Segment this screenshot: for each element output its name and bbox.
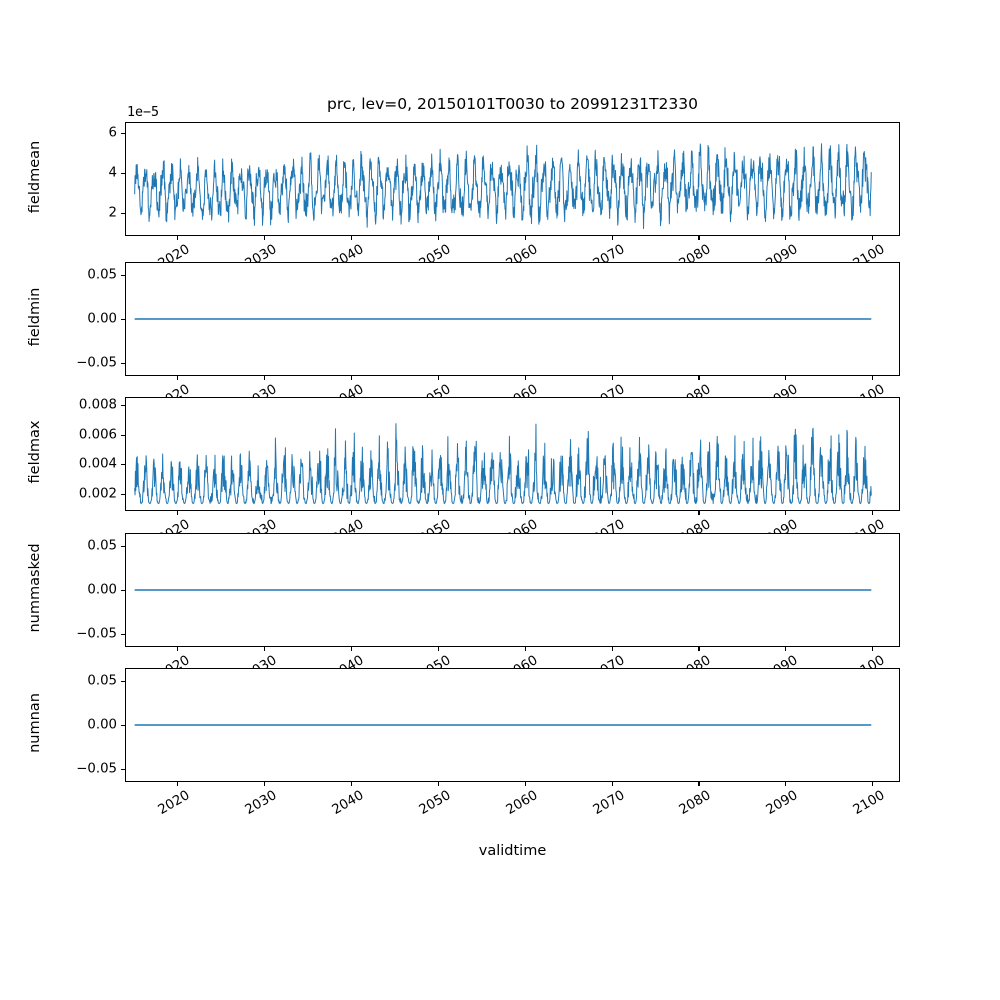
xtick-mark-fieldmean-0 — [177, 236, 179, 240]
figure-title: prc, lev=0, 20150101T0030 to 20991231T23… — [327, 95, 698, 113]
ytick-mark-fieldmax-1 — [121, 464, 125, 466]
xtick-mark-nummasked-0 — [177, 647, 179, 651]
series-fieldmean — [134, 143, 872, 230]
xtick-mark-fieldmin-4 — [524, 376, 526, 380]
ytick-mark-fieldmean-0 — [121, 213, 125, 215]
xtick-mark-numnan-3 — [437, 782, 439, 786]
xtick-mark-nummasked-5 — [611, 647, 613, 651]
ytick-mark-nummasked-2 — [121, 546, 125, 548]
xtick-mark-fieldmax-5 — [611, 511, 613, 515]
xtick-mark-fieldmax-1 — [264, 511, 266, 515]
plot-area-fieldmean — [125, 122, 900, 236]
ytick-mark-numnan-0 — [121, 768, 125, 770]
y-axis-label-numnan: numnan — [27, 693, 43, 753]
ytick-mark-fieldmin-1 — [121, 319, 125, 321]
y-axis-label-fieldmax: fieldmax — [27, 420, 43, 484]
xtick-mark-fieldmax-7 — [785, 511, 787, 515]
xtick-mark-fieldmin-5 — [611, 376, 613, 380]
series-nummasked — [134, 589, 872, 591]
plot-area-numnan — [125, 668, 900, 782]
xtick-mark-nummasked-8 — [872, 647, 874, 651]
xtick-mark-fieldmin-7 — [785, 376, 787, 380]
ytick-mark-numnan-1 — [121, 725, 125, 727]
xtick-mark-nummasked-1 — [264, 647, 266, 651]
ytick-label-nummasked-1: 0.00 — [87, 582, 117, 598]
ytick-label-fieldmax-2: 0.006 — [78, 427, 117, 443]
ytick-label-fieldmax-1: 0.004 — [78, 456, 117, 472]
xtick-mark-fieldmax-4 — [524, 511, 526, 515]
ytick-label-fieldmax-3: 0.008 — [78, 397, 117, 413]
xtick-mark-fieldmax-6 — [698, 511, 700, 515]
xtick-mark-numnan-5 — [611, 782, 613, 786]
ytick-label-numnan-2: 0.05 — [87, 673, 117, 689]
ytick-label-fieldmin-0: −0.05 — [76, 355, 117, 371]
plot-area-nummasked — [125, 533, 900, 647]
xtick-mark-fieldmean-6 — [698, 236, 700, 240]
ytick-label-nummasked-2: 0.05 — [87, 538, 117, 554]
ytick-label-fieldmean-0: 2 — [108, 205, 117, 221]
xtick-mark-numnan-6 — [698, 782, 700, 786]
y-axis-label-fieldmin: fieldmin — [27, 287, 43, 347]
xtick-mark-numnan-0 — [177, 782, 179, 786]
ytick-label-numnan-1: 0.00 — [87, 717, 117, 733]
xtick-mark-fieldmean-2 — [350, 236, 352, 240]
xtick-mark-fieldmean-5 — [611, 236, 613, 240]
ytick-mark-nummasked-0 — [121, 633, 125, 635]
xtick-mark-fieldmax-2 — [350, 511, 352, 515]
ytick-mark-numnan-2 — [121, 681, 125, 683]
xtick-mark-numnan-1 — [264, 782, 266, 786]
xtick-mark-fieldmin-2 — [350, 376, 352, 380]
ytick-mark-fieldmean-2 — [121, 133, 125, 135]
xtick-mark-fieldmin-8 — [872, 376, 874, 380]
xtick-mark-fieldmean-3 — [437, 236, 439, 240]
ytick-label-fieldmax-0: 0.002 — [78, 486, 117, 502]
x-axis-label: validtime — [478, 843, 547, 859]
xtick-mark-fieldmin-1 — [264, 376, 266, 380]
xtick-mark-fieldmean-7 — [785, 236, 787, 240]
y-axis-offset-text-fieldmean: 1e−5 — [127, 105, 160, 120]
series-fieldmax — [134, 423, 872, 504]
xtick-mark-numnan-2 — [350, 782, 352, 786]
xtick-mark-fieldmean-1 — [264, 236, 266, 240]
xtick-mark-nummasked-3 — [437, 647, 439, 651]
y-axis-label-nummasked: nummasked — [27, 543, 43, 633]
xtick-mark-nummasked-6 — [698, 647, 700, 651]
xtick-mark-fieldmean-8 — [872, 236, 874, 240]
xtick-mark-fieldmax-8 — [872, 511, 874, 515]
series-fieldmin — [134, 318, 872, 320]
ytick-mark-fieldmean-1 — [121, 173, 125, 175]
xtick-mark-fieldmax-3 — [437, 511, 439, 515]
xtick-mark-fieldmin-3 — [437, 376, 439, 380]
y-axis-label-fieldmean: fieldmean — [27, 140, 43, 214]
xtick-mark-nummasked-2 — [350, 647, 352, 651]
xtick-mark-nummasked-7 — [785, 647, 787, 651]
series-numnan — [134, 724, 872, 726]
xtick-mark-fieldmean-4 — [524, 236, 526, 240]
ytick-label-fieldmean-1: 4 — [108, 165, 117, 181]
ytick-label-fieldmin-1: 0.00 — [87, 311, 117, 327]
ytick-mark-fieldmax-0 — [121, 493, 125, 496]
xtick-mark-numnan-4 — [524, 782, 526, 786]
xtick-mark-fieldmin-0 — [177, 376, 179, 380]
plot-area-fieldmax — [125, 397, 900, 511]
ytick-label-fieldmin-2: 0.05 — [87, 267, 117, 283]
ytick-mark-fieldmin-0 — [121, 362, 125, 364]
plot-area-fieldmin — [125, 262, 900, 376]
xtick-mark-numnan-8 — [872, 782, 874, 786]
ytick-label-numnan-0: −0.05 — [76, 761, 117, 777]
xtick-mark-nummasked-4 — [524, 647, 526, 651]
xtick-mark-numnan-7 — [785, 782, 787, 786]
ytick-label-nummasked-0: −0.05 — [76, 626, 117, 642]
ytick-mark-fieldmax-2 — [121, 434, 125, 436]
ytick-mark-fieldmax-3 — [121, 405, 125, 407]
xtick-mark-fieldmin-6 — [698, 376, 700, 380]
ytick-mark-nummasked-1 — [121, 590, 125, 592]
ytick-label-fieldmean-2: 6 — [108, 125, 117, 141]
ytick-mark-fieldmin-2 — [121, 275, 125, 277]
xtick-mark-fieldmax-0 — [177, 511, 179, 515]
